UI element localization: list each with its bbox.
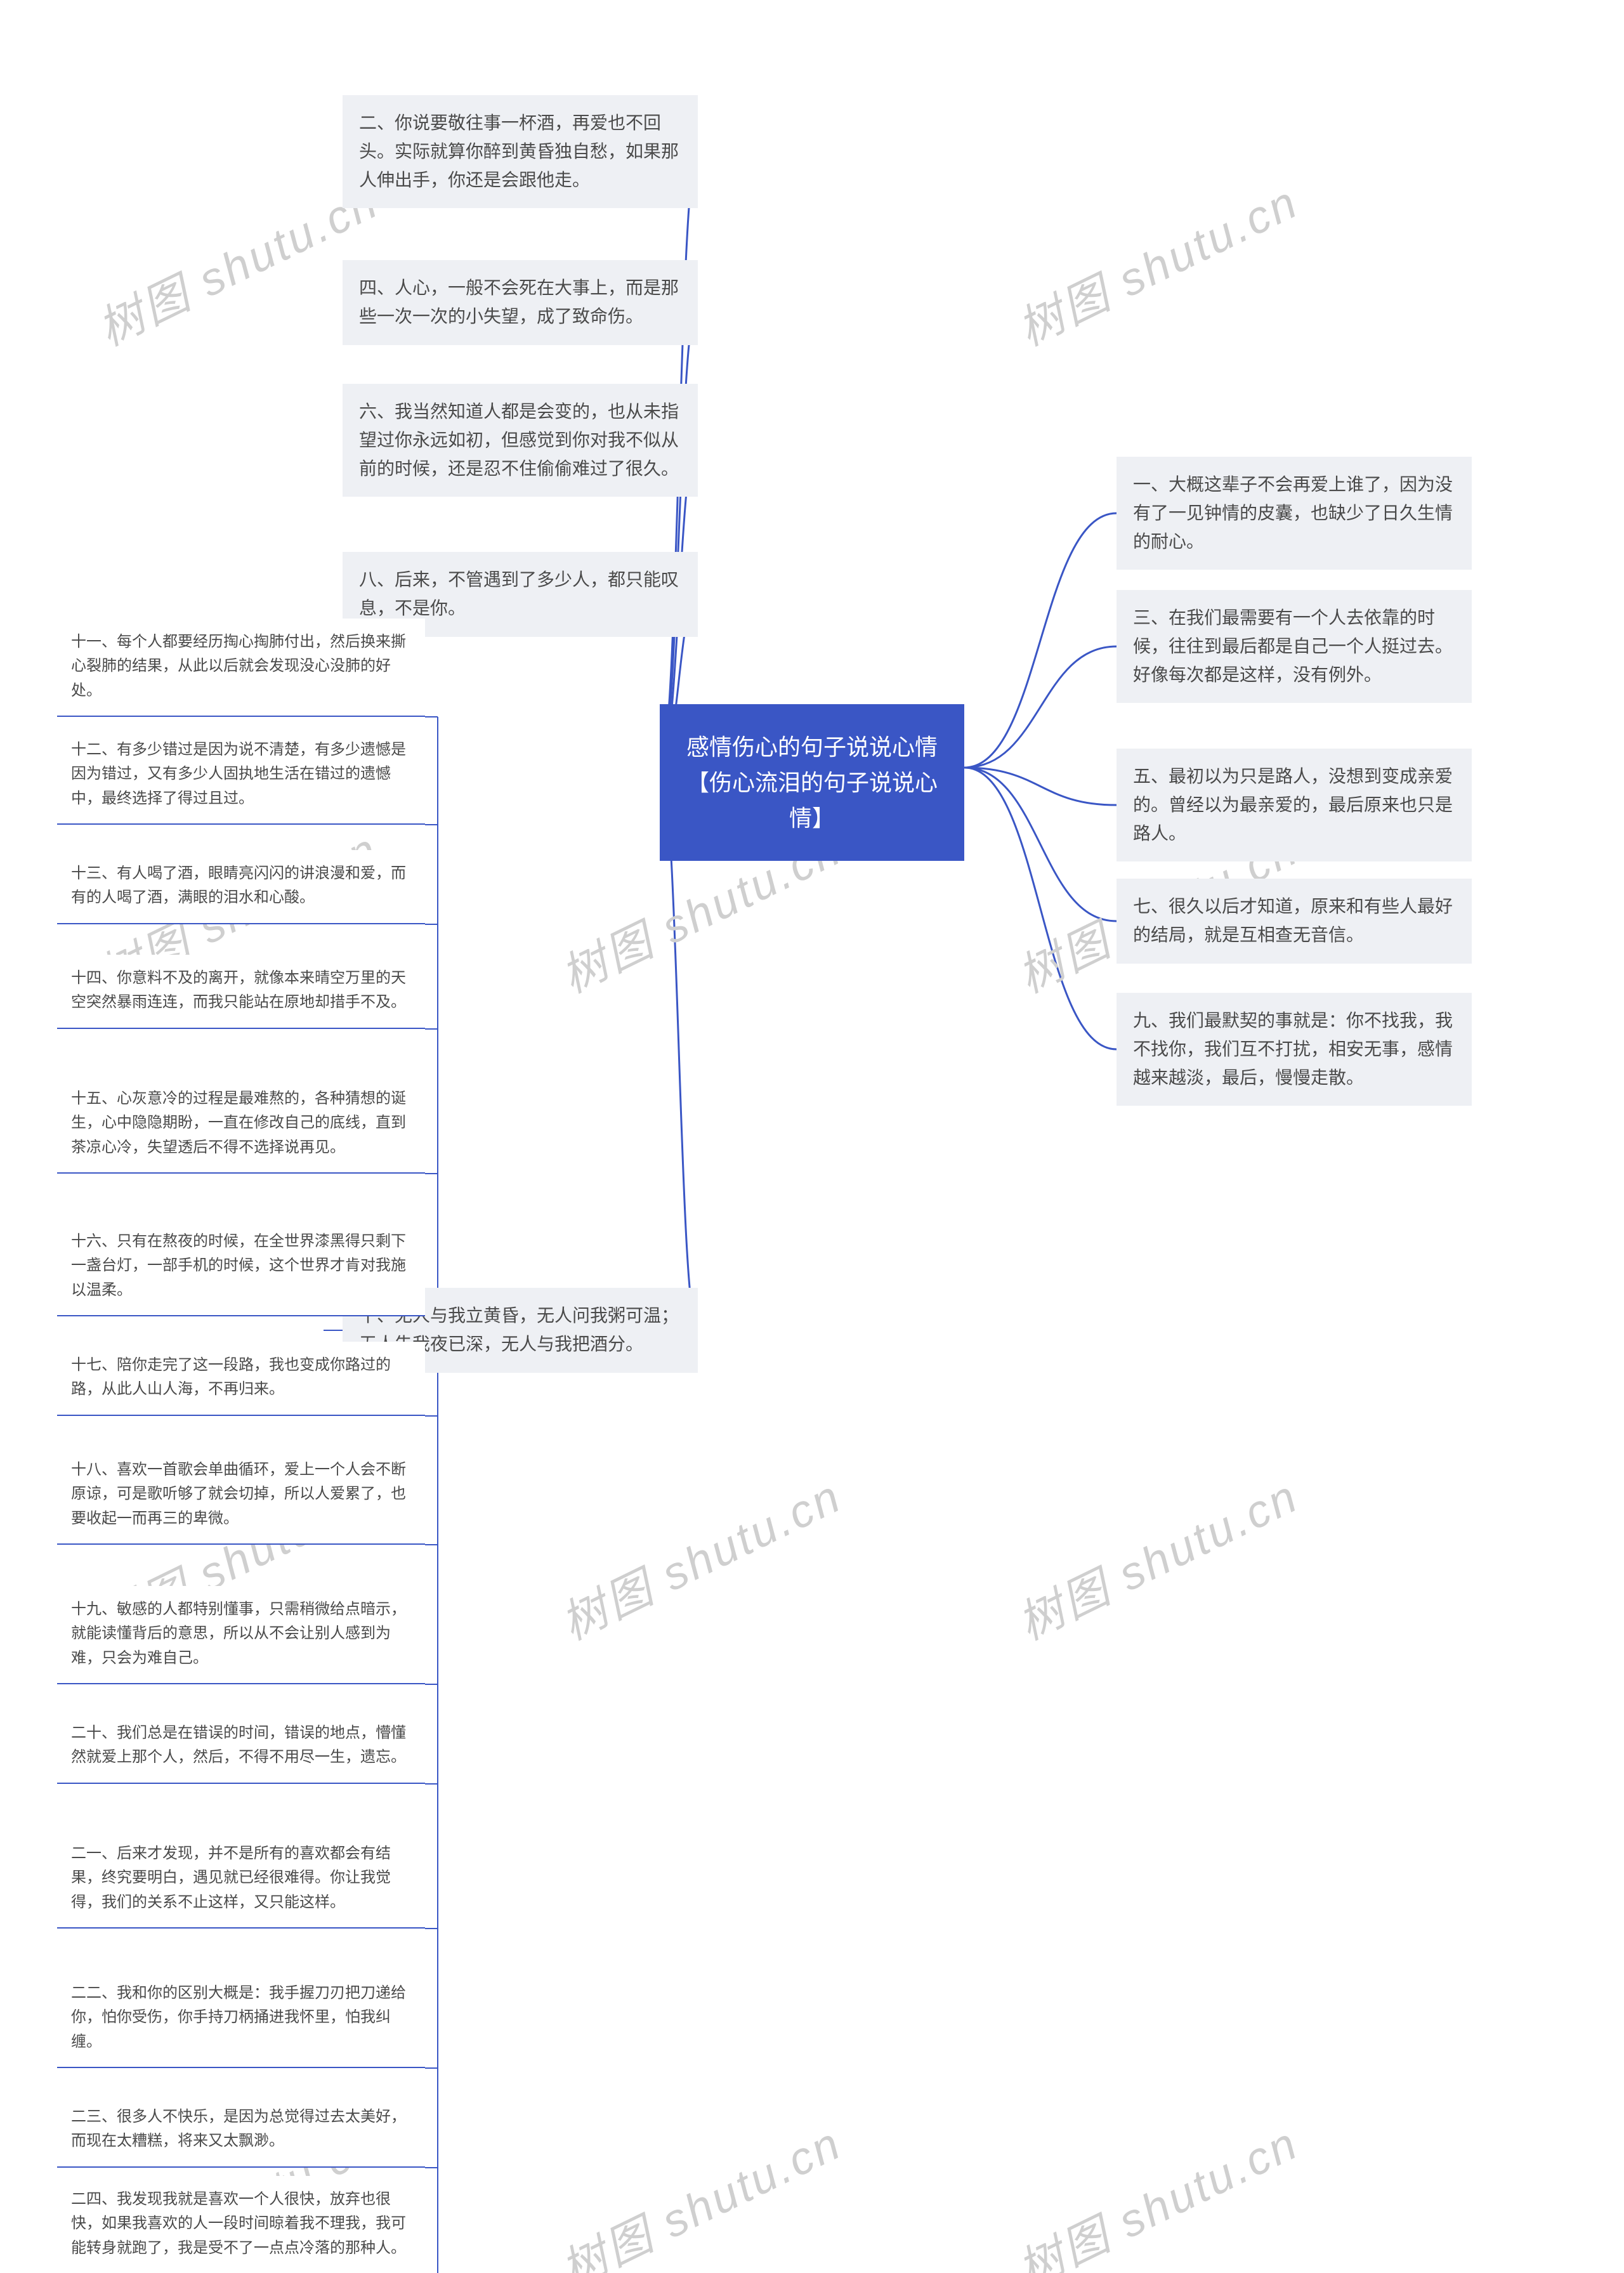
child-node-r9[interactable]: 九、我们最默契的事就是：你不找我，我不找你，我们互不打扰，相安无事，感情越来越淡…	[1116, 993, 1472, 1106]
grandchild-node-g24[interactable]: 二四、我发现我就是喜欢一个人很快，放弃也很快，如果我喜欢的人一段时间晾着我不理我…	[57, 2176, 425, 2273]
grandchild-node-g15[interactable]: 十五、心灰意冷的过程是最难熬的，各种猜想的诞生，心中隐隐期盼，一直在修改自己的底…	[57, 1075, 425, 1174]
grandchild-node-g20[interactable]: 二十、我们总是在错误的时间，错误的地点，懵懂然就爱上那个人，然后，不得不用尽一生…	[57, 1710, 425, 1784]
child-node-r3[interactable]: 三、在我们最需要有一个人去依靠的时候，往往到最后都是自己一个人挺过去。好像每次都…	[1116, 590, 1472, 703]
watermark: 树图 shutu.cn	[548, 1459, 851, 1653]
mindmap-stage: 树图 shutu.cn 树图 shutu.cn 树图 shutu.cn 树图 shut…	[0, 0, 1624, 2273]
child-node-l4[interactable]: 四、人心，一般不会死在大事上，而是那些一次一次的小失望，成了致命伤。	[343, 260, 698, 345]
child-node-r1[interactable]: 一、大概这辈子不会再爱上谁了，因为没有了一见钟情的皮囊，也缺少了日久生情的耐心。	[1116, 457, 1472, 570]
watermark: 树图 shutu.cn	[548, 2106, 851, 2273]
grandchild-node-g11[interactable]: 十一、每个人都要经历掏心掏肺付出，然后换来撕心裂肺的结果，从此以后就会发现没心没…	[57, 619, 425, 717]
grandchild-node-g17[interactable]: 十七、陪你走完了这一段路，我也变成你路过的路，从此人山人海，不再归来。	[57, 1342, 425, 1416]
grandchild-node-g13[interactable]: 十三、有人喝了酒，眼睛亮闪闪的讲浪漫和爱，而有的人喝了酒，满眼的泪水和心酸。	[57, 850, 425, 924]
child-node-r7[interactable]: 七、很久以后才知道，原来和有些人最好的结局，就是互相查无音信。	[1116, 879, 1472, 964]
child-node-l6[interactable]: 六、我当然知道人都是会变的，也从未指望过你永远如初，但感觉到你对我不似从前的时候…	[343, 384, 698, 497]
grandchild-node-g19[interactable]: 十九、敏感的人都特别懂事，只需稍微给点暗示，就能读懂背后的意思，所以从不会让别人…	[57, 1586, 425, 1684]
grandchild-node-g23[interactable]: 二三、很多人不快乐，是因为总觉得过去太美好，而现在太糟糕，将来又太飘渺。	[57, 2093, 425, 2168]
grandchild-node-g21[interactable]: 二一、后来才发现，并不是所有的喜欢都会有结果，终究要明白，遇见就已经很难得。你让…	[57, 1830, 425, 1929]
grandchild-node-g16[interactable]: 十六、只有在熬夜的时候，在全世界漆黑得只剩下一盏台灯，一部手机的时候，这个世界才…	[57, 1218, 425, 1316]
grandchild-node-g12[interactable]: 十二、有多少错过是因为说不清楚，有多少遗憾是因为错过，又有多少人固执地生活在错过…	[57, 726, 425, 825]
child-node-l2[interactable]: 二、你说要敬往事一杯酒，再爱也不回头。实际就算你醉到黄昏独自愁，如果那人伸出手，…	[343, 95, 698, 208]
grandchild-node-g14[interactable]: 十四、你意料不及的离开，就像本来晴空万里的天空突然暴雨连连，而我只能站在原地却措…	[57, 955, 425, 1029]
grandchild-node-g22[interactable]: 二二、我和你的区别大概是：我手握刀刃把刀递给你，怕你受伤，你手持刀柄捅进我怀里，…	[57, 1970, 425, 2068]
root-node[interactable]: 感情伤心的句子说说心情【伤心流泪的句子说说心情】	[660, 704, 964, 861]
child-node-r5[interactable]: 五、最初以为只是路人，没想到变成亲爱的。曾经以为最亲爱的，最后原来也只是路人。	[1116, 749, 1472, 861]
watermark: 树图 shutu.cn	[1005, 1459, 1308, 1653]
watermark: 树图 shutu.cn	[1005, 165, 1308, 358]
grandchild-node-g18[interactable]: 十八、喜欢一首歌会单曲循环，爱上一个人会不断原谅，可是歌听够了就会切掉，所以人爱…	[57, 1446, 425, 1545]
watermark: 树图 shutu.cn	[1005, 2106, 1308, 2273]
